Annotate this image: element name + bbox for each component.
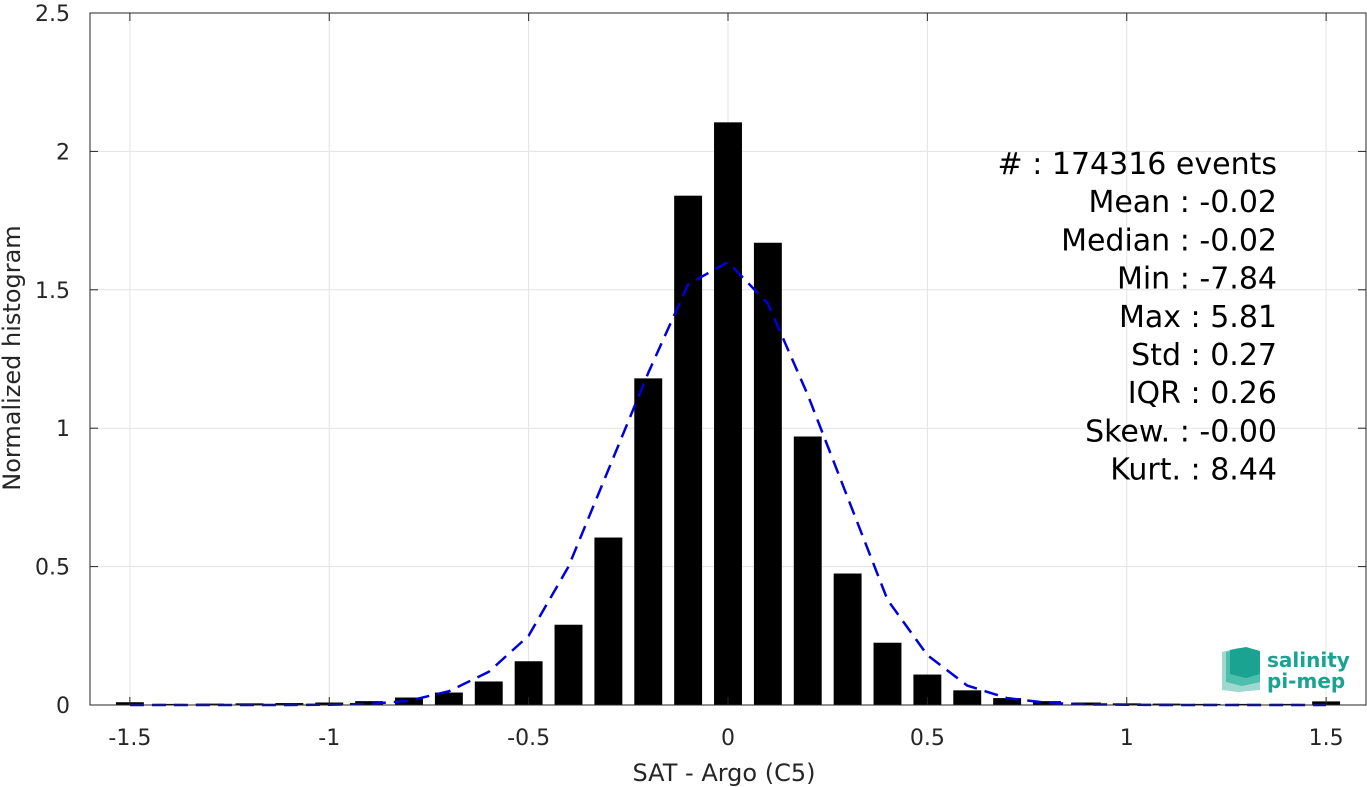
histogram-bar [594,537,623,705]
stat-line: Mean : -0.02 [1088,185,1277,220]
histogram-bar [355,701,384,705]
y-tick-label: 2.5 [35,2,70,27]
salinity-layers-logo-icon [1222,647,1260,692]
histogram-bar [1033,701,1061,705]
x-tick-label: 1 [1120,726,1134,751]
histogram-bar [395,697,423,705]
histogram-bar [1272,703,1301,705]
y-tick-label: 0.5 [35,556,70,581]
histogram-bar [714,122,742,705]
histogram-bar [993,698,1022,705]
y-axis-ticks: 0 0.5 1 1.5 2 2.5 [35,2,1366,719]
salinity-pi-mep-logo: salinity pi-mep [1222,647,1350,693]
x-axis-ticks: -1.5 -1 -0.5 0 0.5 1 1.5 [108,13,1344,751]
x-tick-label: -0.5 [507,726,550,751]
stat-line: Max : 5.81 [1119,300,1277,335]
logo-line1: salinity [1267,648,1350,672]
y-tick-label: 1.5 [35,279,70,304]
y-axis-label: Normalized histogram [0,225,26,490]
y-tick-label: 2 [56,140,70,165]
histogram-bar [155,703,184,705]
stat-line: Median : -0.02 [1061,223,1277,258]
stat-line: IQR : 0.26 [1128,376,1277,411]
histogram-bar [674,195,703,706]
histogram-bar [873,642,902,705]
x-axis-label: SAT - Argo (C5) [633,759,816,787]
histogram-bar [474,681,503,705]
x-tick-label: 1.5 [1309,726,1344,751]
histogram-bars [115,122,1341,706]
x-tick-label: 0 [721,726,735,751]
x-tick-label: 0.5 [910,726,945,751]
histogram-bar [554,624,583,705]
x-tick-label: -1.5 [108,726,151,751]
y-tick-label: 0 [56,694,70,719]
histogram-bar [1072,702,1101,705]
histogram-bar [833,573,862,705]
logo-line2: pi-mep [1267,669,1345,693]
stat-line: Min : -7.84 [1117,262,1277,297]
stat-line: Skew. : -0.00 [1085,414,1277,449]
histogram-bar [953,690,982,705]
histogram-bar [753,242,782,705]
stat-line: Kurt. : 8.44 [1110,453,1277,488]
histogram-bar [434,692,463,705]
stat-line: # : 174316 events [998,147,1277,182]
stat-line: Std : 0.27 [1131,338,1277,373]
histogram-bar [793,436,822,705]
histogram-bar [634,378,663,705]
y-tick-label: 1 [56,417,70,442]
histogram-bar [1232,703,1261,705]
x-tick-label: -1 [318,726,340,751]
